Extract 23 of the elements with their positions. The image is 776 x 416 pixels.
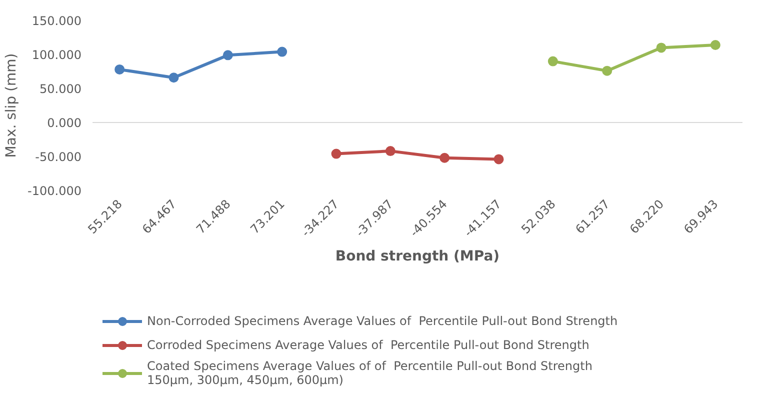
point [385, 146, 396, 156]
point [548, 56, 558, 66]
x-axis-title: Bond strength (MPa) [335, 248, 500, 265]
y-tick-label: 100.000 [32, 48, 82, 62]
point [602, 66, 612, 76]
y-tick-label: 0.000 [47, 116, 82, 130]
point [656, 42, 666, 53]
y-axis-title: Max. slip (mm) [4, 53, 20, 158]
point [277, 46, 288, 57]
y-tick-label: -100.000 [28, 184, 82, 198]
legend-label: Non-Corroded Specimens Average Values of Percentile Pull-out Bond Strength [147, 314, 618, 328]
point [222, 50, 233, 60]
point [710, 40, 720, 50]
point [494, 154, 504, 164]
legend-label: Coated Specimens Average Values of of Percentile Pull-out Bond Strength 150µm, 300µm, 450µm, 600µm) [147, 359, 592, 387]
y-tick-label: -50.000 [35, 150, 82, 164]
point [168, 72, 179, 83]
point [114, 64, 125, 74]
point [440, 152, 450, 163]
point [331, 148, 342, 159]
legend-label: Corroded Specimens Average Values of Percentile Pull-out Bond Strength [147, 338, 590, 352]
y-tick-label: 50.000 [40, 82, 82, 96]
y-tick-label: 150.000 [32, 14, 82, 28]
